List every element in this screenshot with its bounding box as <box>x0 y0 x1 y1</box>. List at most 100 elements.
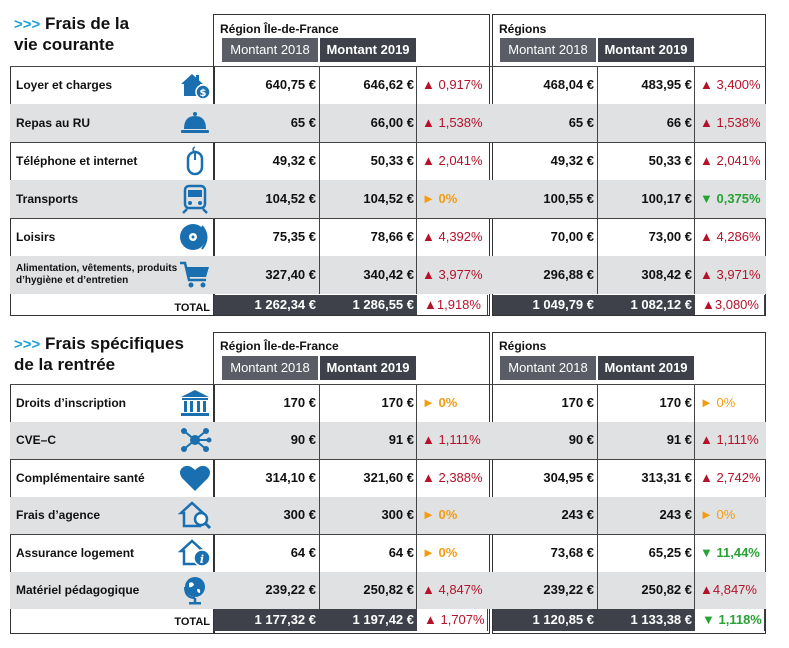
row-label: Repas au RU <box>16 116 91 130</box>
cell-idf-2018: 65 € <box>290 115 316 130</box>
trend-reg: ▲ 1,538% <box>700 115 761 130</box>
trend-reg: ▼ 0,375% <box>700 191 761 206</box>
cell-idf-2019: 321,60 € <box>363 469 414 485</box>
column-divider <box>416 180 417 218</box>
cell-idf-2019: 300 € <box>381 507 414 523</box>
total-trend-idf: ▲1,918% <box>422 297 483 312</box>
cell-idf-2019: 340,42 € <box>363 267 414 282</box>
col-idf-2019: Montant 2019 <box>320 356 416 380</box>
cell-reg-2018: 170 € <box>561 394 594 410</box>
column-divider <box>597 104 598 142</box>
title-line2: de la rentrée <box>14 355 116 374</box>
column-divider <box>319 571 320 609</box>
trend-idf: ▲ 1,111% <box>422 432 481 448</box>
column-divider <box>597 496 598 534</box>
column-divider <box>694 256 695 294</box>
table-row: Assurance logement i 64 € 64 € ► 0% 73,68 € 65… <box>10 534 766 572</box>
cell-idf-2018: 49,32 € <box>272 153 316 168</box>
column-divider <box>319 459 320 497</box>
column-divider <box>319 534 320 572</box>
total-reg-2018: 1 049,79 € <box>532 297 594 312</box>
mouse-icon <box>178 146 212 176</box>
trend-idf: ▲ 4,847% <box>422 582 483 598</box>
column-divider <box>416 218 417 256</box>
column-divider <box>319 142 320 180</box>
cell-reg-2019: 308,42 € <box>641 267 692 282</box>
cell-reg-2018: 243 € <box>561 507 594 523</box>
column-divider <box>597 66 598 104</box>
cell-idf-2018: 300 € <box>283 507 316 523</box>
column-divider <box>597 142 598 180</box>
section-title: >>> Frais de la vie courante <box>14 14 129 55</box>
total-idf-2018: 1 262,34 € <box>254 297 316 312</box>
table-row: Alimentation, vêtements, produits d’hygiè… <box>10 256 766 294</box>
cell-reg-2018: 468,04 € <box>543 77 594 92</box>
cell-idf-2019: 50,33 € <box>370 153 414 168</box>
column-divider <box>416 256 417 294</box>
cell-reg-2018: 239,22 € <box>543 582 594 598</box>
table-row: CVE–C 90 € 91 € ▲ 1,111% 90 € 91 € ▲ 1,111% <box>10 421 766 459</box>
column-divider <box>694 104 695 142</box>
col-reg-2018: Montant 2018 <box>500 356 596 380</box>
cell-idf-2018: 64 € <box>290 544 316 560</box>
house-dollar-icon: $ <box>178 70 212 100</box>
row-label: Assurance logement <box>16 545 135 560</box>
row-label: CVE–C <box>16 433 57 448</box>
column-divider <box>694 534 695 572</box>
trend-idf: ▲ 2,041% <box>422 153 483 168</box>
cell-reg-2018: 49,32 € <box>550 153 594 168</box>
group-label-regions: Régions <box>499 22 547 36</box>
column-divider <box>597 218 598 256</box>
cell-reg-2019: 100,17 € <box>641 191 692 206</box>
column-divider <box>597 180 598 218</box>
row-divider <box>10 459 766 460</box>
trend-idf: ▲ 3,977% <box>422 267 483 282</box>
table-row: Complémentaire santé 314,10 € 321,60 € ▲ 2,… <box>10 459 766 497</box>
column-divider <box>597 534 598 572</box>
group-box-idf <box>213 332 490 634</box>
cell-idf-2018: 314,10 € <box>265 469 316 485</box>
total-trend-idf: ▲ 1,707% <box>422 612 487 627</box>
row-label: Loyer et charges <box>16 78 113 92</box>
group-box-regions <box>492 14 766 316</box>
trend-reg: ▲ 3,971% <box>700 267 761 282</box>
cell-reg-2019: 50,33 € <box>648 153 692 168</box>
trend-reg: ▲ 3,400% <box>700 77 761 92</box>
column-divider <box>597 256 598 294</box>
cell-reg-2019: 65,25 € <box>648 544 692 560</box>
group-label-idf: Région Île-de-France <box>220 22 339 36</box>
column-divider <box>694 180 695 218</box>
row-label: Téléphone et internet <box>16 154 138 168</box>
column-divider <box>319 104 320 142</box>
cell-reg-2018: 296,88 € <box>543 267 594 282</box>
trend-idf: ► 0% <box>422 191 458 206</box>
heart-icon <box>178 463 212 493</box>
group-label-regions: Régions <box>499 339 547 353</box>
title-line2: vie courante <box>14 35 115 54</box>
cell-idf-2019: 170 € <box>381 394 414 410</box>
cloche-icon <box>178 108 212 138</box>
total-idf-2019: 1 286,55 € <box>352 297 414 312</box>
trend-reg: ▲4,847% <box>700 582 757 598</box>
cell-reg-2018: 304,95 € <box>543 469 594 485</box>
cell-reg-2019: 66 € <box>666 115 692 130</box>
title-line1: Frais spécifiques <box>45 334 184 353</box>
col-reg-2019: Montant 2019 <box>598 38 694 62</box>
trend-idf: ► 0% <box>422 394 458 410</box>
total-label: TOTAL <box>174 616 210 628</box>
train-icon <box>178 184 212 214</box>
cart-icon <box>178 260 212 290</box>
column-divider <box>416 571 417 609</box>
column-divider <box>319 384 320 422</box>
cell-reg-2019: 91 € <box>666 432 692 448</box>
column-divider <box>694 571 695 609</box>
group-box-regions <box>492 332 766 634</box>
column-divider <box>416 534 417 572</box>
cell-reg-2018: 65 € <box>568 115 594 130</box>
column-divider <box>319 421 320 459</box>
total-idf-2018: 1 177,32 € <box>254 612 316 627</box>
trend-reg: ▲ 2,041% <box>700 153 761 168</box>
cell-reg-2019: 243 € <box>659 507 692 523</box>
col-idf-2018: Montant 2018 <box>222 356 318 380</box>
column-divider <box>319 180 320 218</box>
